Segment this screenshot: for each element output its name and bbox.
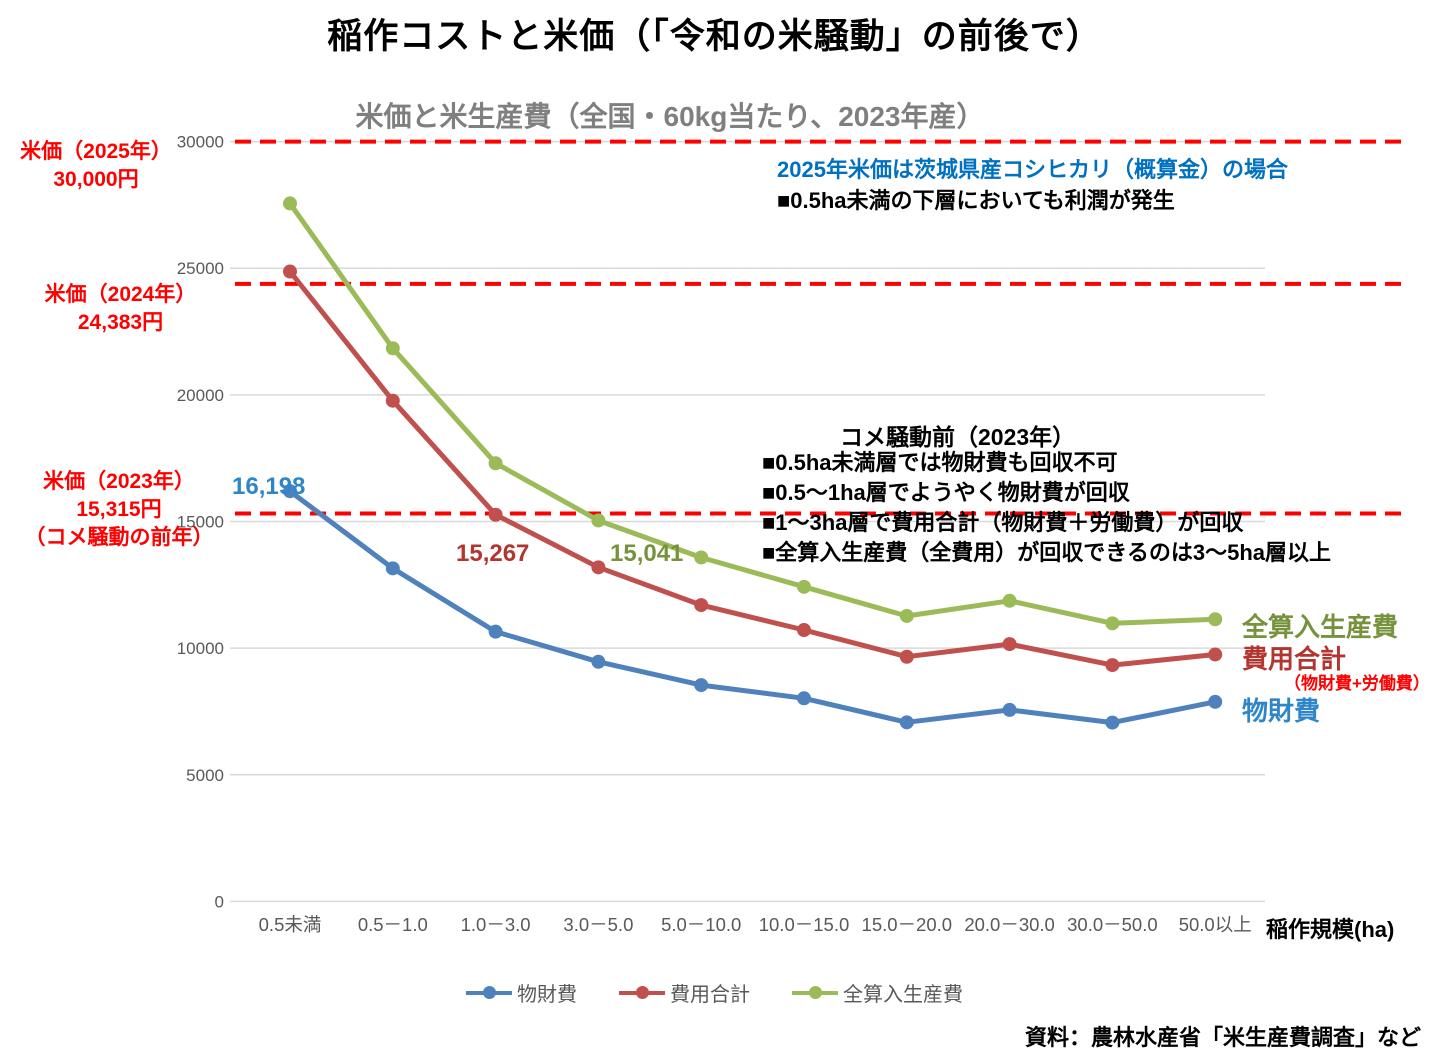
data-point-1-7 xyxy=(1002,637,1017,652)
y-tick-label: 0 xyxy=(215,892,224,911)
price-annotation-2023: 米価（2023年） 15,315円 （コメ騒動の前年） xyxy=(4,468,234,552)
series-line-2 xyxy=(287,200,1218,626)
price-annotation-2025-value: 30,000円 xyxy=(53,168,139,191)
chart-title: 米価と米生産費（全国・60kg当たり、2023年産） xyxy=(355,101,985,132)
data-point-0-3 xyxy=(591,654,606,669)
page-title: 稲作コストと米価（「令和の米騒動」の前後で） xyxy=(327,17,1102,56)
legend-marker-icon xyxy=(792,986,838,999)
data-point-2-2 xyxy=(488,456,503,471)
legend-marker-icon xyxy=(466,986,512,999)
x-tick-label: 10.0－15.0 xyxy=(759,914,850,935)
data-point-0-2 xyxy=(488,624,503,639)
note-2023-bullet-2: ■0.5～1ha層でようやく物財費が回収 xyxy=(762,480,1130,505)
data-point-0-7 xyxy=(1002,702,1017,717)
data-point-2-7 xyxy=(1002,593,1017,608)
data-point-2-9 xyxy=(1208,612,1223,627)
series-line-0 xyxy=(287,488,1218,726)
legend-item-busshizaihi: 物財費 xyxy=(466,978,577,1007)
data-point-0-0 xyxy=(283,484,297,499)
note-2023-bullet-3: ■1～3ha層で費用合計（物財費＋労働費）が回収 xyxy=(762,510,1244,535)
y-tick-label: 30000 xyxy=(177,133,224,152)
x-tick-label: 50.0以上 xyxy=(1179,914,1252,935)
y-tick-label: 20000 xyxy=(177,386,224,405)
note-2023-bullets: ■0.5ha未満層では物財費も回収不可 ■0.5～1ha層でようやく物財費が回収… xyxy=(762,448,1331,568)
note-2025-black: ■0.5ha未満の下層においても利潤が発生 xyxy=(777,188,1175,213)
price-annotation-2024-label: 米価（2024年） xyxy=(44,283,197,306)
y-tick-label: 25000 xyxy=(177,259,224,278)
legend-marker-icon xyxy=(619,986,665,999)
data-point-1-9 xyxy=(1208,647,1223,662)
series-label-zensannyu: 全算入生産費 xyxy=(1242,612,1399,642)
note-2023-bullet-4: ■全算入生産費（全費用）が回収できるのは3～5ha層以上 xyxy=(762,540,1331,565)
note-2025-blue: 2025年米価は茨城県産コシヒカリ（概算金）の場合 xyxy=(777,157,1288,182)
data-point-2-5 xyxy=(797,579,811,594)
price-annotation-2023-note: （コメ騒動の前年） xyxy=(24,526,214,549)
data-point-0-1 xyxy=(385,561,400,576)
legend-item-hiyogokei: 費用合計 xyxy=(619,978,750,1007)
y-tick-label: 10000 xyxy=(177,639,224,658)
data-point-2-3 xyxy=(591,513,606,528)
x-tick-label: 20.0－30.0 xyxy=(964,914,1055,935)
data-point-2-6 xyxy=(899,608,914,623)
data-point-2-8 xyxy=(1105,616,1120,631)
source-credit: 資料：農林水産省「米生産費調査」など xyxy=(1024,1025,1421,1050)
price-annotation-2024: 米価（2024年） 24,383円 xyxy=(28,281,213,337)
note-2023-bullet-1: ■0.5ha未満層では物財費も回収不可 xyxy=(762,450,1118,475)
x-tick-label: 1.0－3.0 xyxy=(461,914,531,935)
data-point-0-4 xyxy=(694,678,709,693)
series-sublabel-hiyogokei: （物財費+労働費） xyxy=(1284,674,1429,693)
data-point-2-1 xyxy=(385,341,400,356)
legend-label: 物財費 xyxy=(517,984,577,1006)
legend-item-zensannyu: 全算入生産費 xyxy=(792,978,963,1007)
x-tick-label: 15.0－20.0 xyxy=(862,914,953,935)
price-annotation-2025-label: 米価（2025年） xyxy=(20,140,172,163)
price-annotation-2025: 米価（2025年） 30,000円 xyxy=(6,138,186,194)
data-label-hiyogokei: 15,267 xyxy=(456,540,530,567)
data-point-0-9 xyxy=(1208,694,1223,709)
data-point-0-6 xyxy=(899,715,914,730)
data-point-1-8 xyxy=(1105,658,1120,673)
series-label-busshizaihi: 物財費 xyxy=(1242,696,1321,726)
y-tick-label: 5000 xyxy=(186,766,224,785)
price-annotation-2023-label: 米価（2023年） xyxy=(43,470,195,493)
price-annotation-2024-value: 24,383円 xyxy=(77,311,164,334)
note-2023-title: コメ騒動前（2023年） xyxy=(840,424,1076,450)
data-point-1-6 xyxy=(899,649,914,664)
series-label-hiyogokei: 費用合計 xyxy=(1242,644,1347,674)
x-tick-label: 30.0－50.0 xyxy=(1067,914,1158,935)
data-point-2-0 xyxy=(283,196,297,211)
x-tick-label: 5.0－10.0 xyxy=(661,914,741,935)
data-point-0-5 xyxy=(797,691,811,706)
price-annotation-2023-value: 15,315円 xyxy=(76,498,162,521)
x-tick-label: 0.5－1.0 xyxy=(358,914,428,935)
x-tick-label: 0.5未満 xyxy=(259,914,322,935)
data-point-2-4 xyxy=(694,550,709,565)
data-point-1-4 xyxy=(694,598,709,613)
data-label-busshizaihi: 16,198 xyxy=(232,473,306,500)
data-point-1-0 xyxy=(283,264,297,279)
x-axis-title: 稲作規模(ha) xyxy=(1266,917,1395,942)
legend-label: 全算入生産費 xyxy=(843,984,963,1006)
y-tick-label: 15000 xyxy=(177,513,224,532)
series-line-1 xyxy=(287,269,1218,668)
data-point-1-1 xyxy=(385,393,400,408)
data-label-zensannyu: 15,041 xyxy=(610,540,684,567)
data-point-1-3 xyxy=(591,560,606,575)
x-tick-label: 3.0－5.0 xyxy=(563,914,633,935)
data-point-1-5 xyxy=(797,623,811,638)
data-point-0-8 xyxy=(1105,715,1120,730)
legend-label: 費用合計 xyxy=(670,984,750,1006)
data-point-1-2 xyxy=(488,507,503,522)
chart-legend: 物財費 費用合計 全算入生産費 xyxy=(0,978,1429,1007)
